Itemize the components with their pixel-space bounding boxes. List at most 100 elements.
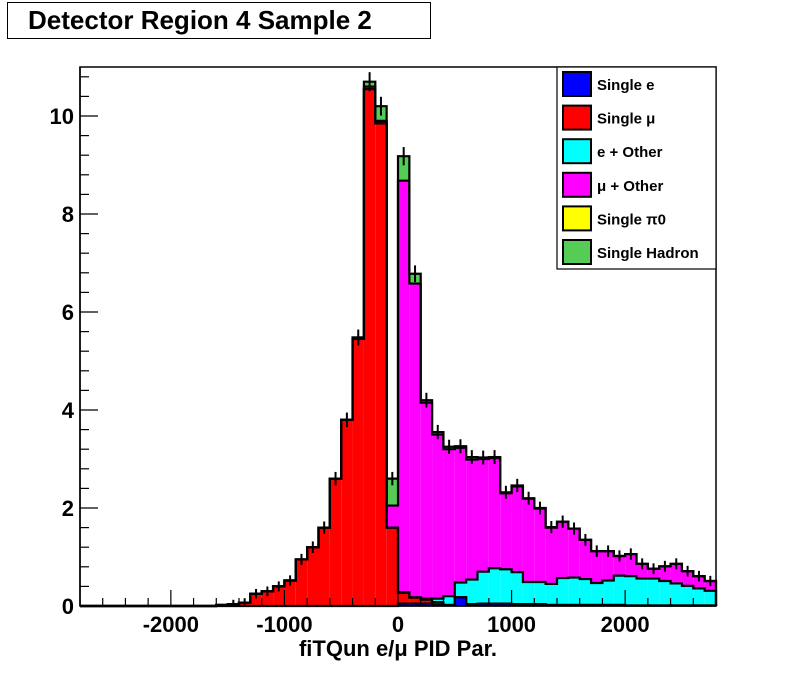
x-tick-label: -1000 — [256, 612, 312, 637]
bar-e-other-33 — [454, 582, 467, 598]
bar-mu-other-54 — [693, 576, 705, 589]
bar-e-other-50 — [647, 578, 660, 606]
bar-e-other-51 — [659, 581, 671, 606]
bar-e-other-55 — [704, 590, 716, 606]
bar-single-mu-24 — [352, 338, 364, 606]
legend-swatch-single-hadron — [562, 239, 592, 265]
bar-mu-other-44 — [579, 539, 592, 580]
x-tick-label: -2000 — [143, 612, 199, 637]
bar-single-mu-31 — [432, 602, 444, 605]
legend-swatch-e-other — [562, 138, 592, 165]
bar-single-mu-15 — [250, 593, 262, 606]
bar-single-mu-28 — [398, 592, 410, 604]
bar-mu-other-39 — [522, 498, 535, 582]
bar-single-mu-19 — [295, 559, 308, 606]
bar-e-other-48 — [625, 576, 637, 606]
bar-single-e-37 — [500, 603, 512, 606]
chart-title: Detector Region 4 Sample 2 — [7, 2, 431, 39]
bar-e-other-44 — [579, 579, 592, 606]
bar-e-other-34 — [466, 579, 478, 605]
bar-single-e-28 — [398, 603, 410, 606]
legend-label-single-mu: Single μ — [597, 111, 655, 128]
bar-mu-other-29 — [409, 283, 421, 598]
legend-swatch-single-e — [562, 71, 592, 97]
bar-single-mu-27 — [386, 527, 398, 606]
bar-mu-other-41 — [545, 527, 557, 584]
bar-mu-other-52 — [670, 563, 682, 584]
bar-mu-other-36 — [488, 458, 501, 569]
bar-e-other-46 — [602, 580, 614, 606]
y-tick-label: 10 — [50, 104, 74, 129]
bar-e-other-45 — [591, 582, 603, 606]
bar-e-other-41 — [545, 583, 557, 606]
y-tick-label: 6 — [62, 300, 74, 325]
y-tick-label: 4 — [62, 398, 75, 423]
bar-e-other-43 — [568, 577, 580, 606]
bar-single-e-35 — [477, 603, 489, 606]
bar-mu-other-37 — [500, 493, 512, 570]
bar-single-mu-25 — [363, 89, 376, 607]
bar-mu-other-51 — [659, 566, 671, 582]
bar-single-hadron-28 — [398, 156, 410, 181]
bar-mu-other-31 — [432, 434, 444, 599]
bar-e-other-32 — [443, 596, 455, 606]
bar-e-other-36 — [488, 568, 501, 604]
bar-single-mu-17 — [273, 586, 285, 606]
legend-label-single-e: Single e — [597, 77, 655, 94]
bar-e-other-49 — [636, 578, 648, 606]
bars-layer — [216, 81, 716, 607]
bar-mu-other-33 — [454, 447, 467, 583]
y-tick-label: 8 — [62, 202, 74, 227]
bar-e-other-40 — [534, 581, 546, 605]
y-tick-label: 0 — [62, 594, 74, 619]
bar-mu-other-48 — [625, 554, 637, 577]
bar-single-e-30 — [420, 603, 433, 606]
bar-e-other-54 — [693, 588, 705, 606]
bar-mu-other-45 — [591, 551, 603, 583]
bar-single-mu-20 — [307, 547, 319, 606]
legend-swatch-mu-other — [562, 171, 592, 198]
bar-e-other-38 — [511, 572, 523, 605]
x-tick-label: 0 — [392, 612, 404, 637]
bar-mu-other-30 — [420, 402, 433, 599]
legend: Single e Single μ e + Other μ + Other Single… — [556, 66, 717, 270]
bar-mu-other-32 — [443, 449, 455, 597]
bar-e-other-53 — [681, 585, 694, 606]
bar-single-mu-16 — [261, 591, 274, 606]
legend-label-single-hadron: Single Hadron — [597, 245, 699, 262]
legend-label-mu-other: μ + Other — [597, 178, 663, 195]
bar-single-mu-23 — [341, 419, 353, 606]
bar-e-other-35 — [477, 571, 489, 604]
bar-single-mu-26 — [375, 123, 387, 606]
bar-single-mu-21 — [318, 527, 330, 606]
bar-mu-other-42 — [557, 521, 569, 579]
x-axis: -2000 -1000 0 1000 2000 — [79, 590, 717, 637]
bar-mu-other-34 — [466, 459, 478, 580]
bar-mu-other-40 — [534, 508, 546, 582]
bar-e-other-37 — [500, 569, 512, 604]
x-tick-label: 2000 — [601, 612, 650, 637]
bar-mu-other-49 — [636, 563, 648, 579]
legend-label-e-other: e + Other — [597, 144, 663, 161]
legend-box — [556, 66, 717, 270]
bar-mu-other-28 — [398, 180, 410, 593]
bar-mu-other-46 — [602, 551, 614, 581]
bar-single-e-29 — [409, 603, 421, 606]
bar-single-e-36 — [488, 603, 501, 606]
bar-mu-other-47 — [613, 556, 626, 576]
bar-single-e-33 — [454, 597, 467, 606]
y-axis: 0 2 4 6 8 10 — [50, 67, 98, 619]
bar-e-other-42 — [557, 578, 569, 606]
legend-label-single-pi0: Single π0 — [597, 211, 666, 228]
bar-e-other-47 — [613, 575, 626, 606]
bar-single-mu-18 — [284, 580, 296, 606]
bar-mu-other-27 — [386, 505, 398, 528]
bar-e-other-31 — [432, 598, 444, 603]
bar-mu-other-53 — [681, 571, 694, 586]
legend-swatch-single-pi0 — [562, 205, 592, 232]
bar-single-hadron-27 — [386, 478, 398, 506]
bar-mu-other-26 — [375, 120, 387, 124]
x-axis-title: fiTQun e/μ PID Par. — [299, 636, 497, 661]
bar-e-other-39 — [522, 581, 535, 605]
